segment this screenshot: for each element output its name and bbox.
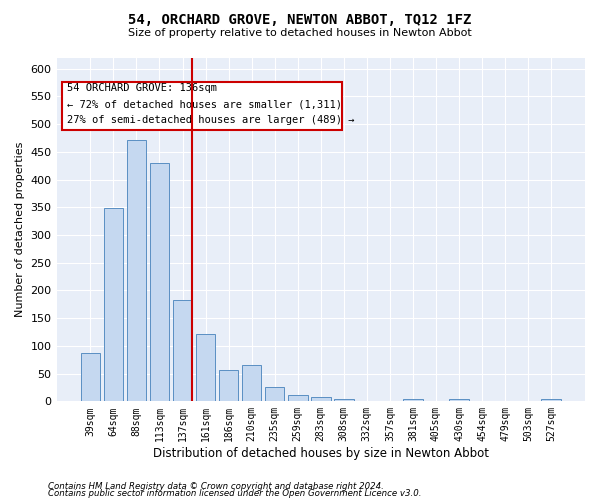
Bar bbox=[173, 300, 193, 402]
Bar bbox=[80, 352, 100, 402]
Text: Size of property relative to detached houses in Newton Abbot: Size of property relative to detached ho… bbox=[128, 28, 472, 38]
Text: 27% of semi-detached houses are larger (489) →: 27% of semi-detached houses are larger (… bbox=[67, 115, 355, 125]
Bar bbox=[288, 394, 308, 402]
Bar bbox=[196, 334, 215, 402]
FancyBboxPatch shape bbox=[62, 82, 342, 130]
Bar bbox=[104, 208, 123, 402]
X-axis label: Distribution of detached houses by size in Newton Abbot: Distribution of detached houses by size … bbox=[153, 447, 489, 460]
Text: Contains HM Land Registry data © Crown copyright and database right 2024.: Contains HM Land Registry data © Crown c… bbox=[48, 482, 384, 491]
Bar bbox=[403, 398, 423, 402]
Bar bbox=[311, 397, 331, 402]
Bar bbox=[449, 398, 469, 402]
Bar bbox=[541, 398, 561, 402]
Y-axis label: Number of detached properties: Number of detached properties bbox=[15, 142, 25, 317]
Text: ← 72% of detached houses are smaller (1,311): ← 72% of detached houses are smaller (1,… bbox=[67, 99, 342, 109]
Bar bbox=[127, 140, 146, 402]
Bar bbox=[219, 370, 238, 402]
Bar bbox=[242, 366, 262, 402]
Text: 54 ORCHARD GROVE: 136sqm: 54 ORCHARD GROVE: 136sqm bbox=[67, 83, 217, 93]
Bar bbox=[265, 388, 284, 402]
Bar bbox=[149, 163, 169, 402]
Bar bbox=[334, 398, 353, 402]
Text: Contains public sector information licensed under the Open Government Licence v3: Contains public sector information licen… bbox=[48, 490, 421, 498]
Text: 54, ORCHARD GROVE, NEWTON ABBOT, TQ12 1FZ: 54, ORCHARD GROVE, NEWTON ABBOT, TQ12 1F… bbox=[128, 12, 472, 26]
